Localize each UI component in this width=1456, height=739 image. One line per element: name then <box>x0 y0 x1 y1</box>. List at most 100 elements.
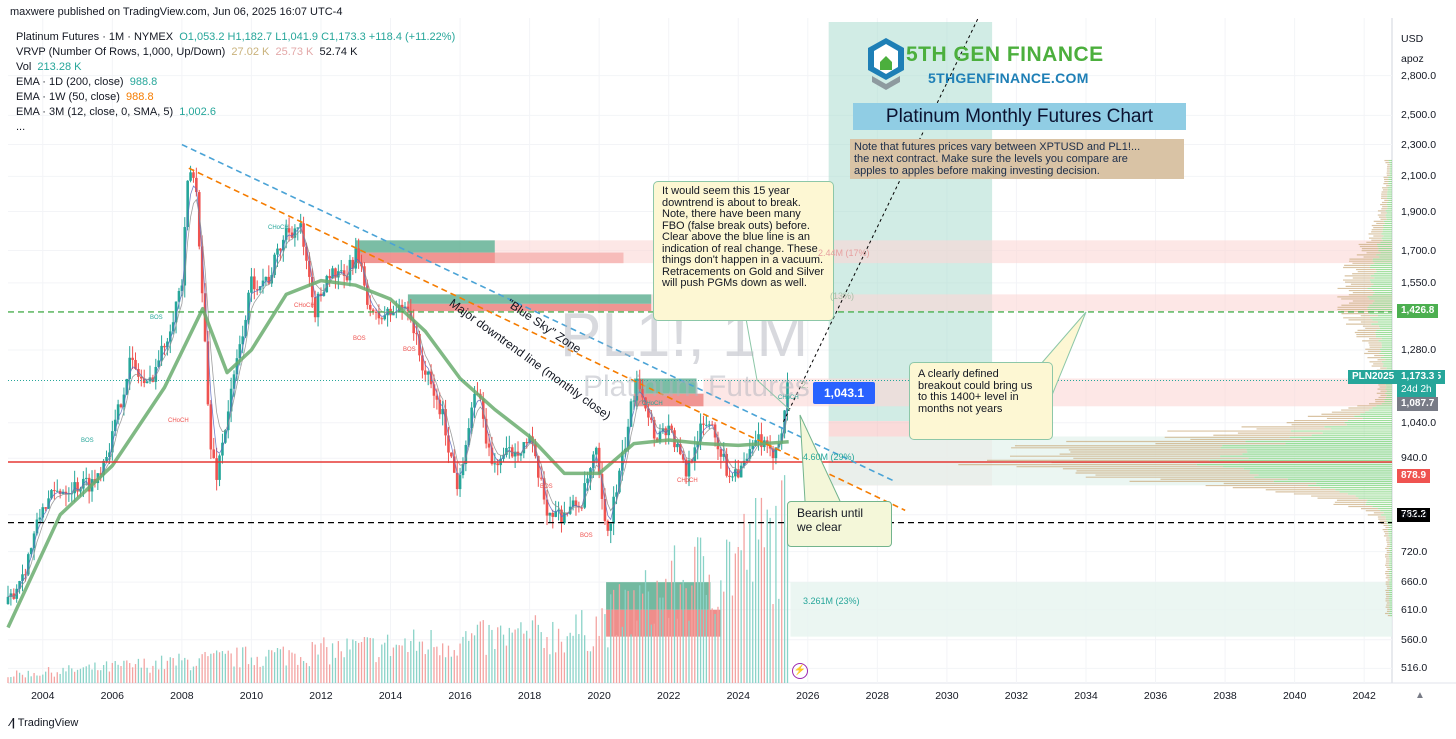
current-price-tag: 1,173.3 <box>1397 370 1439 384</box>
ema3-label: EMA · 3M (12, close, 0, SMA, 5) <box>16 106 174 118</box>
candle-body <box>786 382 789 411</box>
candle-body <box>432 384 436 396</box>
candle-body <box>224 430 227 443</box>
y-tick-label: 1,280.0 <box>1401 343 1437 356</box>
x-tick-label: 2014 <box>378 690 403 702</box>
x-tick-label: 2032 <box>1004 690 1029 702</box>
candle-body <box>195 177 198 193</box>
callout-bearish[interactable]: Bearish until we clear <box>787 501 892 547</box>
y-tick-label: 2,500.0 <box>1401 109 1437 122</box>
candle-body <box>139 376 143 379</box>
candle-body <box>528 436 531 444</box>
futures-warning-note[interactable]: Note that futures prices vary between XP… <box>850 139 1184 179</box>
x-tick-label: 2004 <box>31 690 55 702</box>
candle-body <box>415 333 418 335</box>
candle-body <box>563 512 566 524</box>
candle-body <box>267 276 271 284</box>
callout-breakout[interactable]: A clearly defined breakout could bring u… <box>909 362 1053 440</box>
profile-box-up <box>633 378 697 394</box>
candle-body <box>705 424 708 426</box>
candle-body <box>734 469 737 477</box>
candle-body <box>24 574 27 576</box>
candle-body <box>539 477 543 479</box>
header-ema2-line[interactable]: EMA · 1W (50, close) 988.8 <box>16 91 154 104</box>
y-tick-label: 720.0 <box>1401 545 1428 558</box>
candle-body <box>635 379 639 401</box>
y-tick-label: 940.0 <box>1401 452 1428 465</box>
candle-body <box>383 315 387 320</box>
candle-body <box>739 465 743 478</box>
candle-body <box>32 533 36 549</box>
candle-body <box>122 394 126 408</box>
candle-body <box>125 378 129 395</box>
candle-body <box>493 463 497 465</box>
bos-label: BOS <box>403 347 416 353</box>
candle-body <box>53 490 56 492</box>
lightning-icon[interactable]: ⚡ <box>792 663 808 679</box>
header-ema3-line[interactable]: EMA · 3M (12, close, 0, SMA, 5) 1,002.6 <box>16 106 216 119</box>
unit-label[interactable]: apoz <box>1401 53 1424 65</box>
candle-body <box>180 285 184 292</box>
profile-annotation-d: 3.261M (23%) <box>803 596 860 606</box>
candle-body <box>600 474 604 499</box>
candle-body <box>232 374 236 389</box>
candle-body <box>742 460 746 466</box>
vrvp-label: VRVP (Number Of Rows, 1,000, Up/Down) <box>16 46 226 58</box>
header-vrvp-line[interactable]: VRVP (Number Of Rows, 1,000, Up/Down) 27… <box>16 46 357 59</box>
tradingview-footer[interactable]: ⁄| TradingView <box>10 717 78 729</box>
candle-body <box>238 344 242 359</box>
candle-body <box>760 434 763 448</box>
candle-body <box>542 478 546 500</box>
candle-body <box>368 304 372 310</box>
candle-body <box>571 500 575 507</box>
candle-body <box>357 248 360 263</box>
symbol-label[interactable]: Platinum Futures · 1M · NYMEX <box>16 31 174 43</box>
candle-body <box>455 472 459 490</box>
candle-body <box>281 239 285 251</box>
candle-body <box>597 447 601 475</box>
candle-body <box>264 276 268 281</box>
candle-body <box>423 370 427 375</box>
callout-downtrend-break[interactable]: It would seem this 15 year downtrend is … <box>653 181 834 321</box>
candle-body <box>174 301 178 323</box>
candle-body <box>221 442 224 456</box>
chart-title-box[interactable]: Platinum Monthly Futures Chart <box>853 103 1186 130</box>
candle-body <box>50 490 53 499</box>
profile-annotation-c: 4.60M (29%) <box>803 452 855 462</box>
price-tag-1043[interactable]: 1,043.1 <box>813 382 875 404</box>
header-vol-line[interactable]: Vol 213.28 K <box>16 61 81 74</box>
ema1-value: 988.8 <box>129 76 158 88</box>
x-tick-label: 2038 <box>1213 690 1237 702</box>
candle-body <box>728 475 731 477</box>
settings-icon[interactable]: ▲ <box>1415 690 1425 701</box>
candle-body <box>371 309 375 312</box>
candle-body <box>55 490 59 492</box>
header-more[interactable]: ... <box>16 121 26 133</box>
bos-label: BOS <box>580 533 593 539</box>
x-tick-label: 2024 <box>726 690 750 702</box>
candle-body <box>470 407 473 429</box>
candle-body <box>84 477 88 479</box>
candle-body <box>128 357 132 379</box>
currency-label[interactable]: USD <box>1401 33 1424 45</box>
y-tick-label: 1,700.0 <box>1401 244 1437 257</box>
candle-body <box>748 449 752 459</box>
logo-title: 5TH GEN FINANCE <box>906 43 1104 66</box>
candle-body <box>612 496 615 524</box>
ema2-value: 988.8 <box>126 91 154 103</box>
candle-body <box>447 435 450 453</box>
candle-body <box>418 333 421 356</box>
ema2-label: EMA · 1W (50, close) <box>16 91 120 103</box>
candle-body <box>119 404 123 408</box>
header-ema1-line[interactable]: EMA · 1D (200, close) 988.8 <box>16 76 157 89</box>
level-782-tag: 782.2 <box>1397 508 1431 522</box>
candle-body <box>400 304 404 308</box>
candle-body <box>426 371 430 375</box>
candle-body <box>632 400 636 402</box>
candle-body <box>12 593 16 599</box>
candle-body <box>226 411 230 431</box>
candle-body <box>247 292 250 320</box>
candle-body <box>87 477 91 492</box>
tradingview-label: TradingView <box>17 717 79 729</box>
y-tick-label: 1,550.0 <box>1401 276 1437 289</box>
